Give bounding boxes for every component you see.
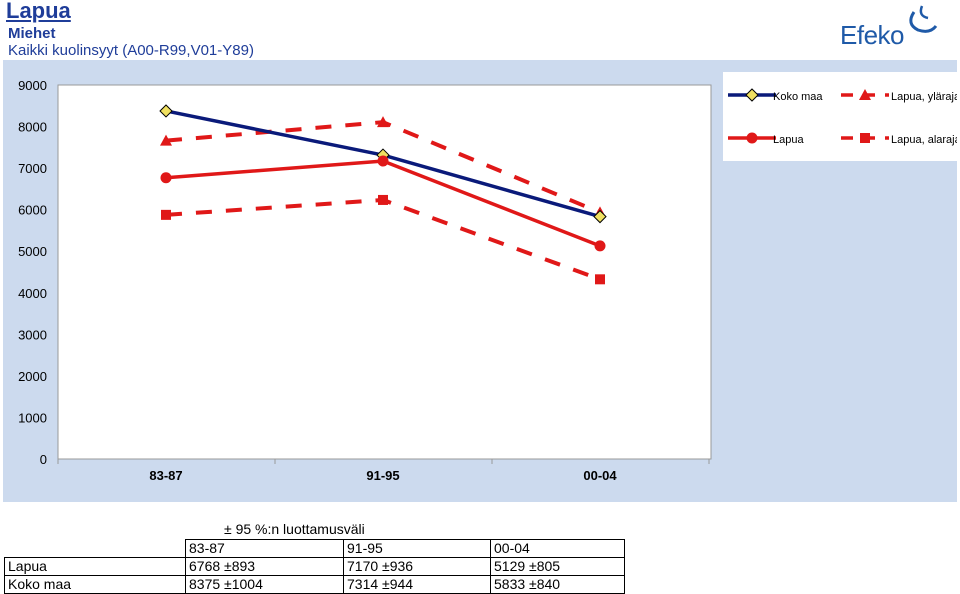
ci-header-cell: 00-04 [490, 539, 625, 558]
ci-table: 83-87 91-95 00-04 Lapua 6768 ±893 7170 ±… [4, 539, 625, 594]
y-tick-label: 8000 [18, 120, 47, 135]
page-subtitle: Miehet [8, 25, 56, 42]
logo-text: Efeko [840, 20, 905, 50]
data-point [594, 240, 606, 252]
ci-header-cell: 91-95 [343, 539, 491, 558]
x-tick-label: 91-95 [366, 468, 399, 483]
y-tick-label: 0 [40, 452, 47, 467]
legend-label: Lapua [773, 134, 804, 146]
plot-area [57, 84, 712, 460]
legend-marker [745, 88, 759, 102]
page-title: Lapua [6, 0, 71, 23]
ci-table-header-row: 83-87 91-95 00-04 [5, 539, 625, 558]
ci-cell: 7314 ±944 [343, 575, 491, 594]
ci-header-cell: 83-87 [185, 539, 344, 558]
y-tick-label: 2000 [18, 369, 47, 384]
data-point [161, 209, 171, 220]
y-tick-label: 7000 [18, 161, 47, 176]
y-tick-label: 4000 [18, 286, 47, 301]
legend: Koko maa Lapua Lapua, yläraja Lapua, alaraj… [723, 72, 957, 161]
y-tick-label: 1000 [18, 410, 47, 425]
efeko-swoosh-icon [909, 5, 938, 33]
data-point [377, 116, 389, 128]
y-tick-label: 3000 [18, 327, 47, 342]
y-axis: 0 1000 2000 3000 4000 5000 6000 7000 8000 9000 [18, 78, 47, 467]
cause-of-death-subtitle: Kaikki kuolinsyyt (A00-R99,V01-Y89) [8, 42, 254, 59]
y-tick-label: 9000 [18, 78, 47, 93]
legend-box [723, 72, 957, 161]
data-point [377, 155, 389, 167]
data-point [159, 104, 173, 118]
ci-cell: 6768 ±893 [185, 557, 344, 576]
legend-label: Koko maa [773, 91, 823, 103]
ci-row-label: Koko maa [4, 575, 186, 594]
table-row: Lapua 6768 ±893 7170 ±936 5129 ±805 [4, 557, 625, 576]
legend-marker [859, 89, 871, 100]
table-row: Koko maa 8375 ±1004 7314 ±944 5833 ±840 [4, 575, 625, 594]
ci-cell: 8375 ±1004 [185, 575, 344, 594]
y-tick-label: 5000 [18, 244, 47, 259]
data-point [593, 209, 607, 224]
ci-row-label: Lapua [4, 557, 186, 576]
x-tick-label: 83-87 [149, 468, 182, 483]
ci-caption: ± 95 %:n luottamusväli [224, 521, 365, 537]
x-tick-label: 00-04 [583, 468, 617, 483]
ci-cell: 7170 ±936 [343, 557, 491, 576]
y-tick-label: 6000 [18, 203, 47, 218]
series-layer [159, 104, 607, 285]
legend-marker [860, 133, 870, 143]
ci-corner-cell [5, 540, 186, 558]
ci-cell: 5129 ±805 [490, 557, 625, 576]
ci-cell: 5833 ±840 [490, 575, 625, 594]
chart-panel: 0 1000 2000 3000 4000 5000 6000 7000 8000 9000 83… [3, 60, 957, 502]
efeko-logo: Efeko [838, 4, 948, 52]
data-point [595, 274, 605, 285]
data-point [378, 194, 388, 205]
legend-label: Lapua, alaraja [891, 134, 957, 146]
x-axis: 83-87 91-95 00-04 [57, 458, 711, 483]
legend-marker [746, 132, 758, 144]
data-point [160, 172, 172, 184]
legend-label: Lapua, yläraja [891, 91, 957, 103]
line-chart: 0 1000 2000 3000 4000 5000 6000 7000 8000 9000 83… [18, 72, 957, 483]
data-point [160, 134, 172, 146]
